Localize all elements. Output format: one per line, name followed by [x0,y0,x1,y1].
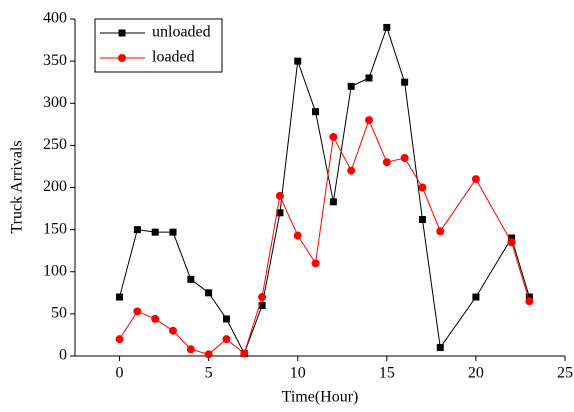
x-tick-label: 5 [205,365,213,382]
marker [258,293,267,302]
legend-label: unloaded [152,24,211,41]
marker [312,108,320,116]
marker [133,226,141,234]
y-tick-label: 50 [51,305,67,322]
marker [169,326,177,335]
marker [508,234,516,242]
marker [186,345,195,354]
marker [383,23,391,31]
marker [258,301,266,309]
marker [276,209,284,217]
x-tick-label: 10 [290,365,306,382]
marker [382,158,391,167]
y-tick-label: 150 [43,220,67,237]
y-tick-label: 350 [43,52,67,69]
marker [118,29,126,37]
marker [275,191,284,200]
y-tick-label: 100 [43,262,67,279]
x-tick-label: 0 [116,365,124,382]
marker [133,307,142,316]
marker [347,82,355,90]
marker [525,297,534,306]
marker [169,228,177,236]
series-line [119,118,530,355]
marker [187,275,195,283]
marker [151,228,159,236]
marker [365,116,373,125]
marker [471,175,480,184]
marker [205,289,213,297]
y-tick-label: 400 [43,10,67,27]
y-tick-label: 300 [43,94,67,111]
marker [436,344,444,352]
marker [365,74,373,82]
marker [507,238,516,247]
series-line [119,25,530,355]
marker [240,349,249,358]
marker [294,57,302,65]
marker [347,166,356,175]
x-tick-label: 20 [468,365,484,382]
marker [151,314,160,323]
marker [436,227,445,236]
x-tick-label: 25 [557,365,573,382]
marker [329,198,337,206]
legend-label: loaded [152,49,195,66]
x-tick-label: 15 [379,365,395,382]
marker [401,78,409,86]
marker [472,293,480,301]
marker [400,154,409,163]
marker [222,315,230,323]
x-axis-label: Time(Hour) [282,389,359,406]
legend-box [94,18,223,73]
marker [115,335,124,344]
y-tick-label: 200 [43,178,67,195]
y-tick-label: 250 [43,136,67,153]
marker [204,350,213,359]
y-axis-label: Truck Arrivals [9,140,26,233]
marker [525,293,533,301]
marker [418,216,426,224]
marker [311,259,320,268]
marker [418,183,427,192]
marker [329,132,338,141]
marker [116,293,124,301]
marker [118,54,126,62]
y-tick-label: 0 [59,347,67,364]
marker [293,231,302,240]
marker [222,335,231,344]
